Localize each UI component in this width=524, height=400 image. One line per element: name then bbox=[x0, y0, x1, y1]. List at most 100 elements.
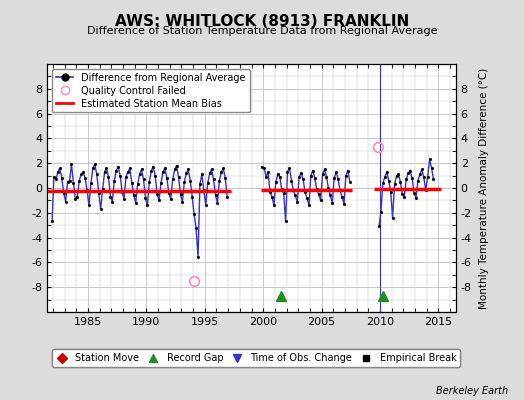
Point bbox=[184, 166, 192, 173]
Point bbox=[338, 194, 346, 200]
Point bbox=[81, 175, 89, 181]
Point bbox=[312, 186, 321, 192]
Point bbox=[377, 208, 385, 215]
Point bbox=[126, 165, 134, 171]
Point bbox=[198, 171, 206, 178]
Point bbox=[87, 180, 95, 186]
Point bbox=[258, 164, 267, 170]
Point bbox=[83, 187, 91, 194]
Point bbox=[305, 202, 313, 208]
Point bbox=[134, 181, 142, 188]
Point bbox=[330, 175, 339, 181]
Point bbox=[106, 194, 115, 200]
Point bbox=[102, 165, 111, 171]
Point bbox=[200, 187, 208, 194]
Point bbox=[279, 190, 288, 196]
Point bbox=[167, 196, 175, 202]
Point bbox=[211, 192, 220, 199]
Point bbox=[324, 185, 333, 191]
Point bbox=[114, 164, 122, 170]
Point bbox=[188, 194, 196, 200]
Point bbox=[336, 187, 344, 194]
Point bbox=[112, 168, 121, 174]
Point bbox=[147, 168, 156, 174]
Point bbox=[137, 166, 146, 173]
Point bbox=[342, 172, 350, 179]
Y-axis label: Monthly Temperature Anomaly Difference (°C): Monthly Temperature Anomaly Difference (… bbox=[479, 67, 489, 309]
Point bbox=[132, 200, 140, 206]
Point bbox=[177, 191, 185, 197]
Point bbox=[157, 180, 165, 186]
Point bbox=[104, 174, 113, 180]
Point bbox=[418, 166, 426, 173]
Point bbox=[400, 194, 408, 200]
Point bbox=[170, 166, 179, 173]
Point bbox=[52, 176, 60, 182]
Point bbox=[303, 195, 311, 201]
Point bbox=[388, 214, 397, 221]
Point bbox=[270, 202, 278, 208]
Point bbox=[174, 174, 183, 180]
Point bbox=[344, 168, 352, 174]
Point bbox=[307, 172, 315, 179]
Point bbox=[93, 171, 101, 178]
Point bbox=[281, 218, 290, 225]
Point bbox=[383, 169, 391, 175]
Point bbox=[390, 181, 399, 188]
Point bbox=[287, 177, 296, 184]
Text: Difference of Station Temperature Data from Regional Average: Difference of Station Temperature Data f… bbox=[87, 26, 437, 36]
Point bbox=[381, 174, 389, 180]
Point bbox=[314, 191, 323, 197]
Point bbox=[429, 176, 438, 182]
Point bbox=[75, 177, 83, 184]
Point bbox=[375, 223, 383, 230]
Point bbox=[69, 180, 78, 186]
Point bbox=[190, 211, 198, 217]
Point bbox=[318, 171, 326, 178]
Text: AWS: WHITLOCK (8913) FRANKLIN: AWS: WHITLOCK (8913) FRANKLIN bbox=[115, 14, 409, 29]
Point bbox=[159, 169, 167, 175]
Point bbox=[425, 156, 434, 163]
Point bbox=[108, 198, 116, 205]
Point bbox=[223, 194, 232, 200]
Point bbox=[299, 176, 308, 182]
Point bbox=[118, 188, 126, 195]
Point bbox=[215, 177, 224, 184]
Point bbox=[422, 187, 430, 194]
Point bbox=[73, 194, 81, 200]
Point bbox=[194, 254, 202, 261]
Point bbox=[139, 176, 148, 182]
Point bbox=[143, 202, 151, 208]
Point bbox=[99, 186, 107, 192]
Point bbox=[202, 202, 210, 208]
Point bbox=[334, 176, 342, 182]
Point bbox=[297, 170, 305, 176]
Point bbox=[151, 172, 159, 179]
Point bbox=[136, 171, 144, 178]
Point bbox=[264, 169, 272, 175]
Point bbox=[208, 166, 216, 173]
Point bbox=[186, 177, 194, 184]
Point bbox=[260, 165, 268, 171]
Point bbox=[309, 168, 317, 174]
Point bbox=[195, 181, 204, 188]
Point bbox=[110, 177, 118, 184]
Point bbox=[60, 190, 68, 196]
Point bbox=[124, 169, 132, 175]
Point bbox=[149, 164, 157, 170]
Point bbox=[217, 169, 226, 175]
Point bbox=[404, 170, 412, 176]
Point bbox=[172, 162, 181, 169]
Point bbox=[155, 197, 163, 204]
Point bbox=[169, 176, 177, 182]
Point bbox=[85, 202, 93, 208]
Point bbox=[48, 218, 56, 225]
Point bbox=[295, 174, 303, 180]
Point bbox=[392, 172, 401, 179]
Point bbox=[277, 186, 286, 192]
Point bbox=[203, 180, 212, 186]
Point bbox=[61, 198, 70, 205]
Point bbox=[63, 178, 72, 185]
Point bbox=[161, 165, 169, 171]
Point bbox=[165, 190, 173, 196]
